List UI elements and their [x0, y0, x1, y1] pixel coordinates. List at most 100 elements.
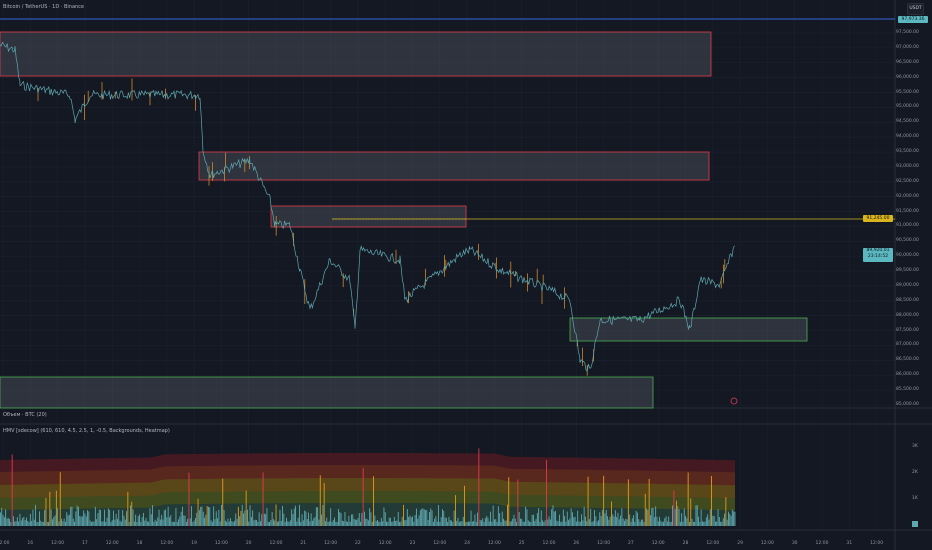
- volume-bar: [23, 516, 25, 526]
- price-axis-label: 90,500.00: [896, 238, 919, 244]
- volume-bar: [470, 510, 472, 526]
- volume-bar: [517, 479, 519, 526]
- volume-bar: [377, 520, 378, 526]
- volume-bar: [674, 509, 676, 526]
- time-axis-label: 31: [846, 541, 853, 546]
- volume-bar: [282, 505, 283, 526]
- volume-bar: [639, 521, 641, 526]
- volume-bar: [401, 516, 403, 526]
- volume-bar: [614, 510, 616, 526]
- time-axis-label: 21: [300, 541, 307, 546]
- volume-bar: [98, 509, 100, 526]
- volume-bar: [365, 518, 367, 526]
- time-axis-label: 12:00: [214, 541, 228, 546]
- volume-pane-label[interactable]: Объем · BTC (20): [3, 412, 47, 418]
- volume-bar: [468, 521, 469, 526]
- volume-bar: [114, 519, 116, 526]
- time-axis-label: 25: [518, 541, 525, 546]
- time-axis-label: 30: [791, 541, 798, 546]
- price-axis-label: 95,000.00: [896, 104, 919, 110]
- volume-bar: [286, 517, 287, 526]
- volume-bar: [141, 517, 143, 526]
- volume-bar: [263, 513, 265, 526]
- volume-bar: [371, 521, 373, 526]
- price-axis-label: 95,500.00: [896, 89, 919, 95]
- volume-bar: [388, 517, 390, 526]
- volume-bar: [91, 521, 92, 526]
- volume-bar: [288, 521, 290, 526]
- volume-bar: [84, 513, 86, 526]
- volume-bar: [471, 521, 473, 526]
- time-axis-label: 23: [409, 541, 416, 546]
- volume-bar: [439, 521, 441, 526]
- volume-bar: [501, 511, 503, 526]
- volume-bar: [252, 510, 254, 526]
- hmv-axis-2k: 2K: [912, 470, 918, 475]
- volume-bar: [154, 519, 156, 526]
- volume-bar: [648, 478, 650, 526]
- volume-bar: [120, 521, 122, 526]
- volume-bar: [531, 514, 533, 526]
- volume-bar: [481, 520, 482, 526]
- time-axis-label: 12:00: [378, 541, 392, 546]
- volume-bar: [497, 506, 499, 526]
- volume-bar: [726, 519, 728, 526]
- volume-bar: [280, 520, 282, 526]
- volume-bar: [595, 516, 597, 526]
- supply-zone: [270, 205, 467, 228]
- volume-bar: [715, 521, 716, 526]
- volume-bar: [730, 515, 732, 526]
- volume-bar: [24, 520, 26, 526]
- volume-bar: [52, 519, 53, 526]
- volume-bar: [681, 513, 683, 526]
- currency-button[interactable]: USDT: [907, 3, 924, 15]
- volume-bar: [269, 522, 270, 526]
- volume-bar: [262, 472, 264, 526]
- volume-bar: [128, 521, 130, 526]
- volume-bar: [254, 519, 256, 526]
- volume-bar: [313, 518, 315, 526]
- volume-bar: [348, 515, 350, 526]
- volume-bar: [219, 521, 221, 526]
- volume-bar: [505, 520, 507, 526]
- volume-bar: [145, 517, 147, 526]
- volume-bar: [624, 520, 625, 526]
- volume-bar: [369, 508, 371, 526]
- volume-bar: [205, 514, 207, 526]
- volume-bar: [312, 520, 313, 526]
- volume-bar: [474, 514, 476, 526]
- price-axis-label: 97,500.00: [896, 30, 919, 35]
- volume-bar: [318, 519, 320, 526]
- volume-bar: [237, 506, 239, 526]
- volume-bar: [599, 512, 601, 526]
- volume-bar: [133, 521, 135, 526]
- volume-bar: [443, 511, 445, 526]
- volume-bar: [274, 520, 276, 526]
- volume-bar: [130, 505, 131, 526]
- volume-bar: [80, 516, 82, 526]
- time-axis-label: 12:00: [706, 541, 720, 546]
- volume-bar: [705, 517, 707, 526]
- volume-bar: [338, 509, 339, 526]
- volume-bar: [644, 493, 646, 526]
- volume-bar: [676, 500, 677, 526]
- volume-bar: [55, 490, 57, 526]
- volume-bar: [188, 472, 190, 526]
- volume-bar: [83, 510, 85, 526]
- time-axis-label: 19: [191, 541, 197, 546]
- volume-bar: [651, 507, 653, 526]
- volume-bar: [175, 507, 177, 526]
- hmv-pane-label[interactable]: HMV [sdecow] (610, 610, 4.5, 2.5, 1, -0.…: [3, 428, 170, 434]
- volume-bar: [271, 512, 273, 526]
- volume-bar: [93, 521, 95, 526]
- price-axis-label: 85,500.00: [896, 387, 919, 393]
- volume-bar: [322, 505, 324, 526]
- volume-bar: [521, 519, 523, 526]
- volume-bar: [535, 519, 537, 526]
- volume-bar: [708, 519, 710, 526]
- volume-bar: [496, 521, 498, 526]
- supply-zone: [0, 31, 712, 77]
- volume-bar: [542, 520, 543, 526]
- volume-bar: [399, 521, 400, 526]
